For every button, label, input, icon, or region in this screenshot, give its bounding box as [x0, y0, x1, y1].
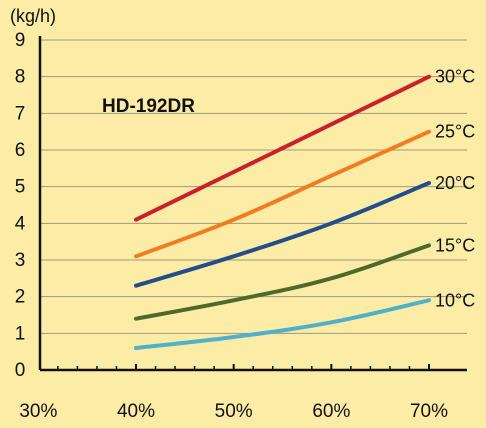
series-line-10C [134, 298, 431, 350]
x-tick-label: 40% [117, 401, 155, 422]
y-tick-label: 8 [15, 67, 26, 88]
y-tick-label: 7 [15, 103, 26, 124]
series-labels: 30°C 25°C 20°C 15°C 10°C [435, 67, 475, 311]
series-label: 10°C [435, 290, 475, 310]
y-axis-unit: (kg/h) [10, 6, 56, 26]
series-line-20C [134, 181, 431, 288]
series-line-25C [134, 129, 431, 259]
x-tick-label: 70% [410, 401, 448, 422]
y-tick-label: 6 [15, 140, 26, 161]
x-tick-label: 50% [215, 401, 253, 422]
y-tick-label: 5 [15, 177, 26, 198]
chart-title: HD-192DR [102, 96, 195, 117]
series-label: 15°C [435, 235, 475, 255]
x-tick-label: 30% [19, 401, 57, 422]
y-tick-label: 3 [15, 250, 26, 271]
y-tick-label: 4 [15, 213, 26, 234]
series-label: 25°C [435, 122, 475, 142]
axes: 0 1 2 3 4 5 6 7 8 9 30% 40% 50% 60% 70% [15, 30, 467, 422]
series-label: 30°C [435, 67, 475, 87]
y-tick-label: 9 [15, 30, 26, 51]
y-tick-label: 1 [15, 323, 26, 344]
series-label: 20°C [435, 173, 475, 193]
x-tick-label: 60% [312, 401, 350, 422]
y-tick-label: 2 [15, 287, 26, 308]
series-line-30C [134, 74, 431, 222]
series-lines [134, 74, 431, 350]
y-tick-label: 0 [15, 360, 26, 381]
series-line-15C [134, 243, 431, 321]
